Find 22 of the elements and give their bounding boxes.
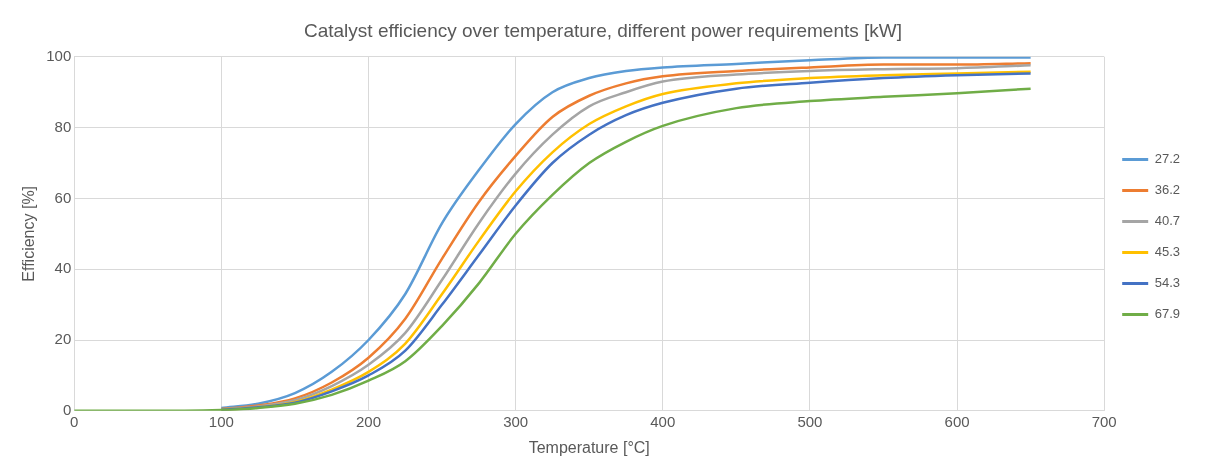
- legend-label: 27.2: [1154, 151, 1181, 167]
- legend-label: 54.3: [1154, 275, 1181, 291]
- y-tick-label: 40: [54, 259, 72, 277]
- y-tick-label: 20: [54, 330, 72, 348]
- y-tick-label: 60: [54, 188, 72, 206]
- chart-title: Catalyst efficiency over temperature, different power requirements [kW]: [303, 19, 903, 41]
- x-axis-title: Temperature [°C]: [528, 438, 650, 456]
- x-tick-label: 100: [208, 412, 234, 430]
- y-axis-title: Efficiency [%]: [20, 185, 38, 282]
- y-tick-label: 100: [46, 46, 72, 64]
- legend-label: 45.3: [1154, 244, 1181, 260]
- x-tick-label: 400: [650, 412, 676, 430]
- y-tick-label: 0: [62, 400, 72, 418]
- legend-label: 36.2: [1154, 182, 1181, 198]
- legend-label: 67.9: [1154, 306, 1181, 322]
- x-tick-label: 700: [1091, 412, 1117, 430]
- x-tick-label: 200: [355, 412, 382, 430]
- x-tick-label: 300: [503, 412, 529, 430]
- x-tick-label: 500: [797, 412, 823, 430]
- legend-label: 40.7: [1154, 213, 1181, 229]
- x-tick-label: 600: [944, 412, 970, 430]
- y-tick-label: 80: [54, 117, 72, 135]
